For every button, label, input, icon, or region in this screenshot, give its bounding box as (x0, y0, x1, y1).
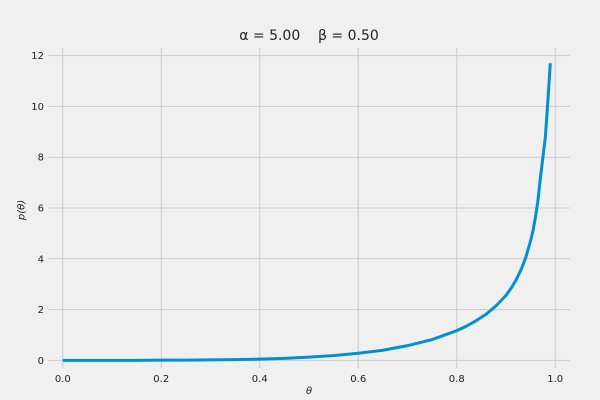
x-axis-label: θ (305, 386, 313, 397)
chart-title: α = 5.00 β = 0.50 (239, 28, 379, 44)
x-tick-label-2: 0.4 (252, 374, 268, 385)
y-tick-label-6: 12 (31, 51, 44, 62)
x-tick-label-5: 1.0 (547, 374, 563, 385)
y-axis-label: p(θ) (16, 199, 28, 221)
y-tick-label-3: 6 (38, 204, 44, 215)
series-group (62, 63, 552, 362)
y-tick-labels: 0 2 4 6 8 10 12 (31, 51, 44, 367)
x-tick-label-1: 0.2 (153, 374, 169, 385)
x-tick-labels: 0.0 0.2 0.4 0.6 0.8 1.0 (55, 374, 563, 385)
y-tick-label-0: 0 (38, 356, 44, 367)
x-tick-label-4: 0.8 (449, 374, 465, 385)
y-tick-label-4: 8 (38, 153, 44, 164)
y-tick-label-5: 10 (31, 102, 44, 113)
y-gridlines (48, 55, 570, 361)
y-tick-label-1: 2 (38, 305, 44, 316)
y-tick-label-2: 4 (38, 254, 44, 265)
series-line-0 (62, 63, 552, 362)
x-tick-label-3: 0.6 (350, 374, 366, 385)
x-tick-label-0: 0.0 (55, 374, 71, 385)
